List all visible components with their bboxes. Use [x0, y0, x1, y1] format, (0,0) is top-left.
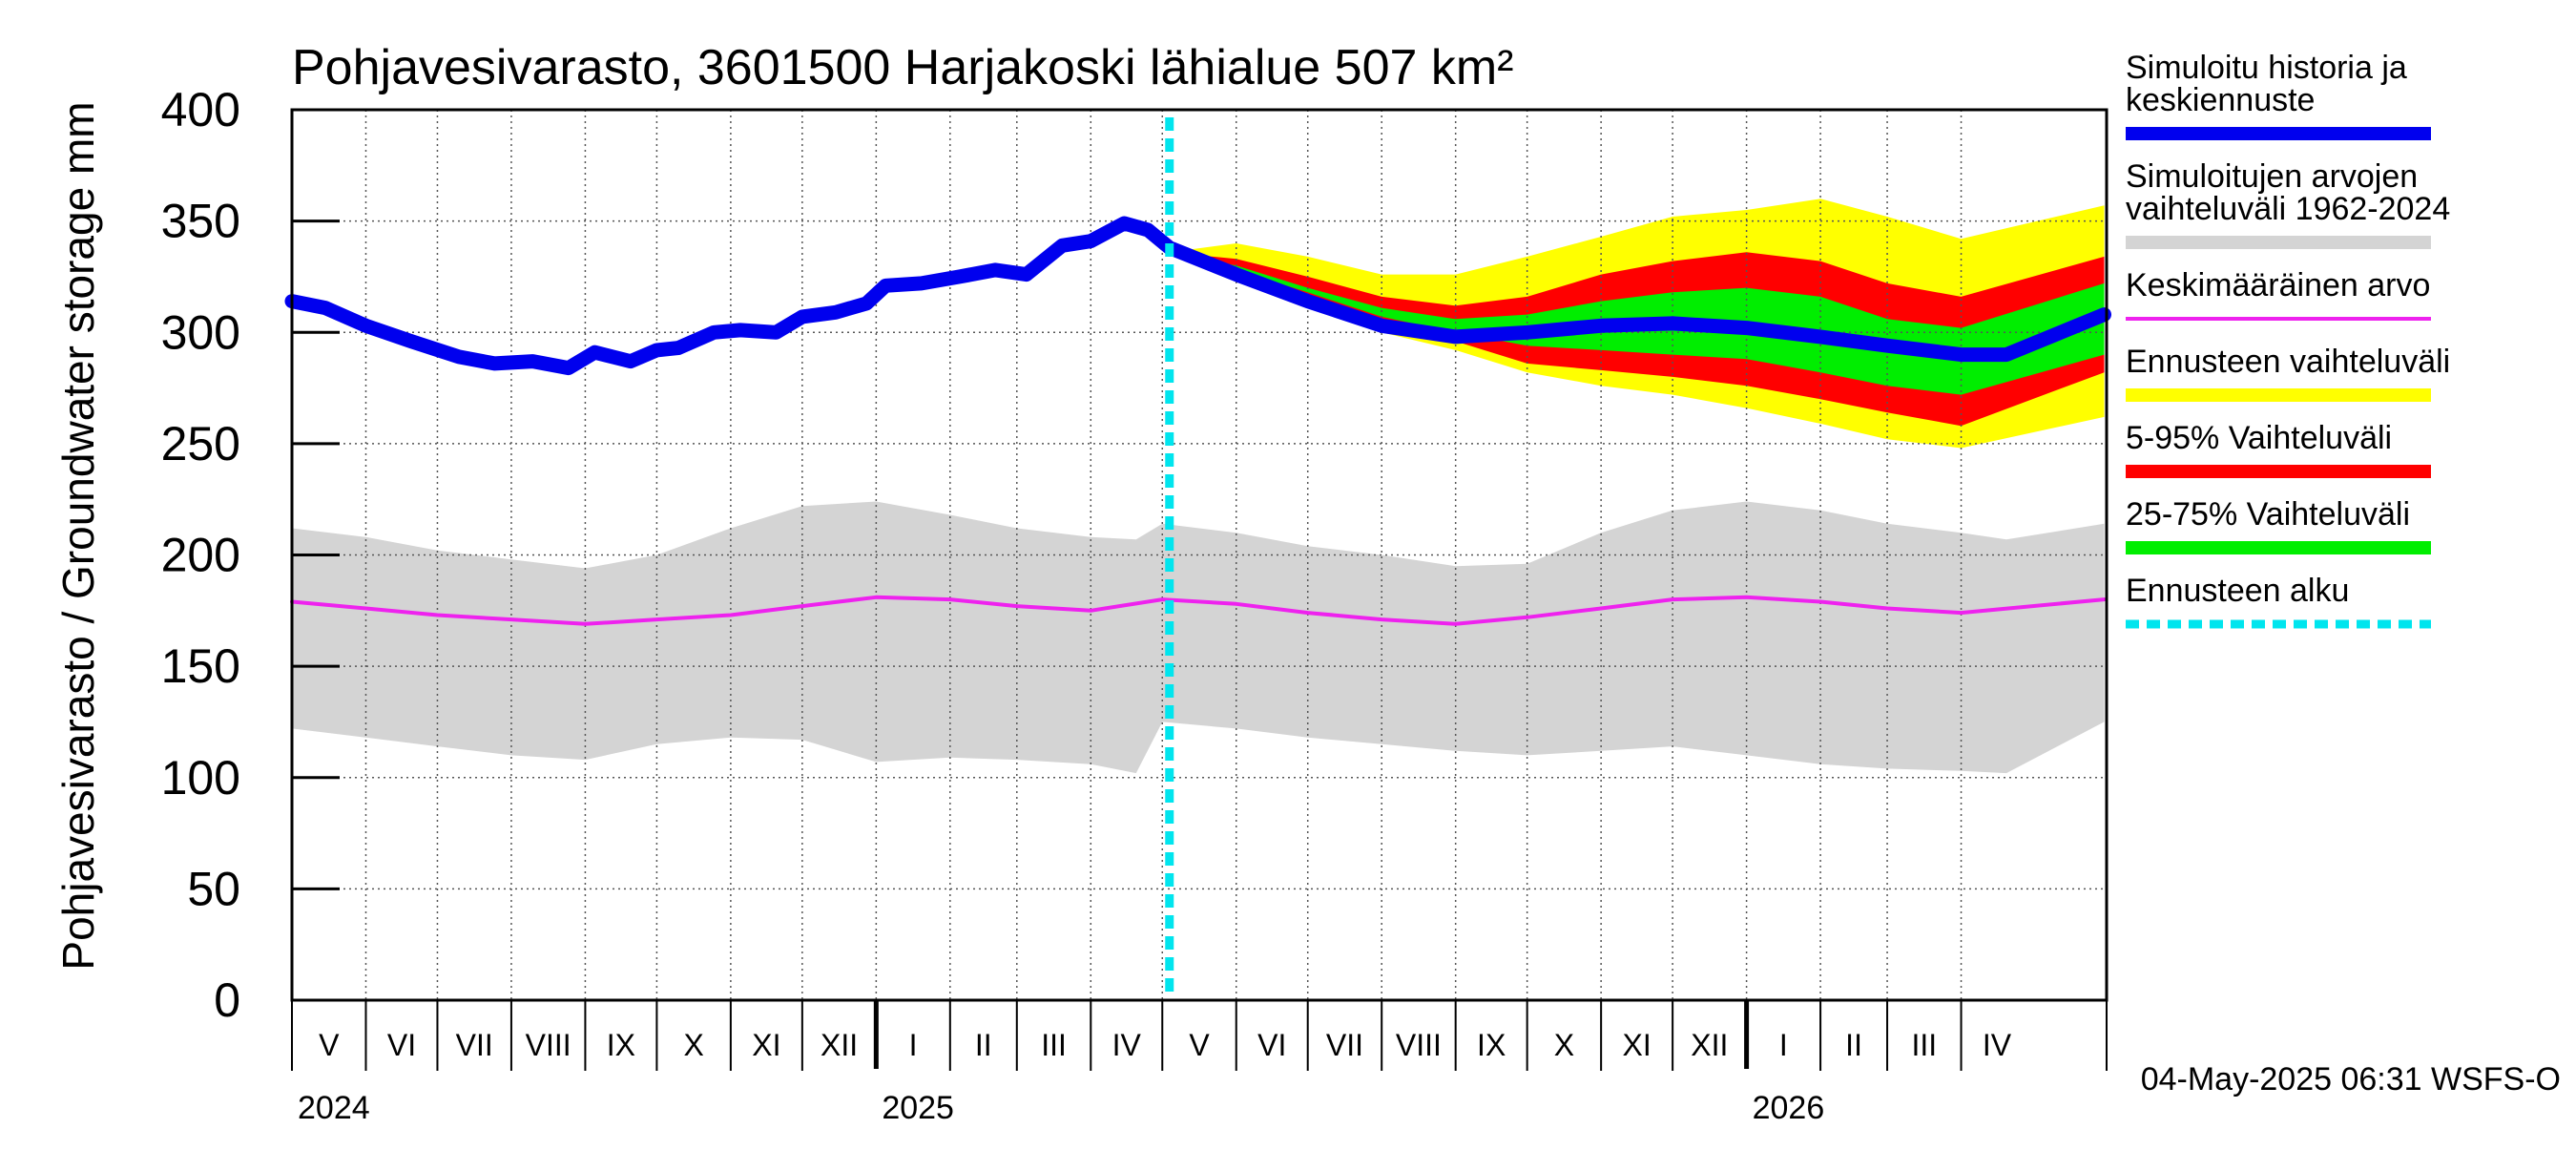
x-tick-label: VI [387, 1028, 416, 1062]
x-year-label: 2025 [882, 1090, 954, 1126]
x-tick-label: VII [456, 1028, 493, 1062]
legend-item: Keskimääräinen arvo [2126, 267, 2431, 321]
x-tick-label: VII [1326, 1028, 1363, 1062]
x-year-label: 2026 [1753, 1090, 1825, 1126]
x-tick-label: III [1041, 1028, 1067, 1062]
x-tick-label: III [1911, 1028, 1937, 1062]
y-axis-label: Pohjavesivarasto / Groundwater storage m… [53, 101, 103, 970]
legend-label: Keskimääräinen arvo [2126, 267, 2430, 303]
y-tick-label: 50 [187, 862, 240, 915]
x-tick-label: II [1845, 1028, 1862, 1062]
x-tick-label: V [1189, 1028, 1210, 1062]
x-tick-label: VIII [526, 1028, 571, 1062]
y-tick-label: 300 [161, 305, 240, 359]
legend-label: Ennusteen alku [2126, 573, 2349, 609]
line-keskim-r-inen-arvo [290, 595, 2107, 626]
y-tick-label: 200 [161, 529, 240, 582]
x-tick-label: IX [1477, 1028, 1506, 1062]
x-tick-label: X [683, 1028, 703, 1062]
x-tick-label: II [975, 1028, 992, 1062]
legend-item: Simuloitujen arvojen vaihteluväli 1962-20… [2126, 158, 2450, 249]
x-tick-label: IX [607, 1028, 635, 1062]
legend-label: Ennusteen vaihteluväli [2126, 344, 2450, 380]
legend-label: Simuloitu historia ja keskiennuste [2126, 50, 2407, 118]
x-tick-label: V [319, 1028, 340, 1062]
legend-item: Simuloitu historia ja keskiennuste [2126, 50, 2431, 140]
y-tick-label: 250 [161, 417, 240, 470]
y-tick-label: 400 [161, 83, 240, 136]
x-tick-label: IV [1983, 1028, 2012, 1062]
x-tick-label: XI [1623, 1028, 1652, 1062]
y-tick-label: 150 [161, 639, 240, 693]
y-tick-label: 0 [214, 973, 240, 1027]
x-tick-label: XII [1691, 1028, 1728, 1062]
x-tick-label: X [1554, 1028, 1574, 1062]
footer-timestamp: 04-May-2025 06:31 WSFS-O [2141, 1061, 2561, 1098]
legend-item: 25-75% Vaihteluväli [2126, 496, 2431, 554]
x-tick-label: IV [1112, 1028, 1142, 1062]
band-simuloitujen-arvojen-vaihteluv-li-1962-2024 [292, 501, 2105, 774]
x-tick-label: I [909, 1028, 918, 1062]
x-axis: V VI VII VIII IX X XI XII I II III IV V VI VII VIII IX X X… [291, 1000, 2108, 1126]
legend-label: 5-95% Vaihteluväli [2126, 420, 2392, 456]
x-tick-label: I [1779, 1028, 1788, 1062]
legend-item: 5-95% Vaihteluväli [2126, 420, 2431, 478]
legend-label: Simuloitujen arvojen vaihteluväli 1962-20… [2126, 158, 2450, 227]
legend-label: 25-75% Vaihteluväli [2126, 496, 2410, 533]
y-tick-label: 100 [161, 751, 240, 805]
x-tick-label: VI [1257, 1028, 1286, 1062]
y-tick-label: 350 [161, 195, 240, 248]
legend: Simuloitu historia ja keskiennuste Simuloi… [2126, 50, 2450, 629]
chart-title: Pohjavesivarasto, 3601500 Harjakoski läh… [292, 40, 1514, 95]
x-tick-label: VIII [1396, 1028, 1442, 1062]
legend-item: Ennusteen vaihteluväli [2126, 344, 2450, 402]
line-simuloitu-historia-ja-keskiennuste [284, 216, 2111, 376]
x-year-label: 2024 [298, 1090, 370, 1126]
legend-item: Ennusteen alku [2126, 573, 2431, 629]
x-tick-label: XI [752, 1028, 780, 1062]
x-tick-label: XII [821, 1028, 858, 1062]
